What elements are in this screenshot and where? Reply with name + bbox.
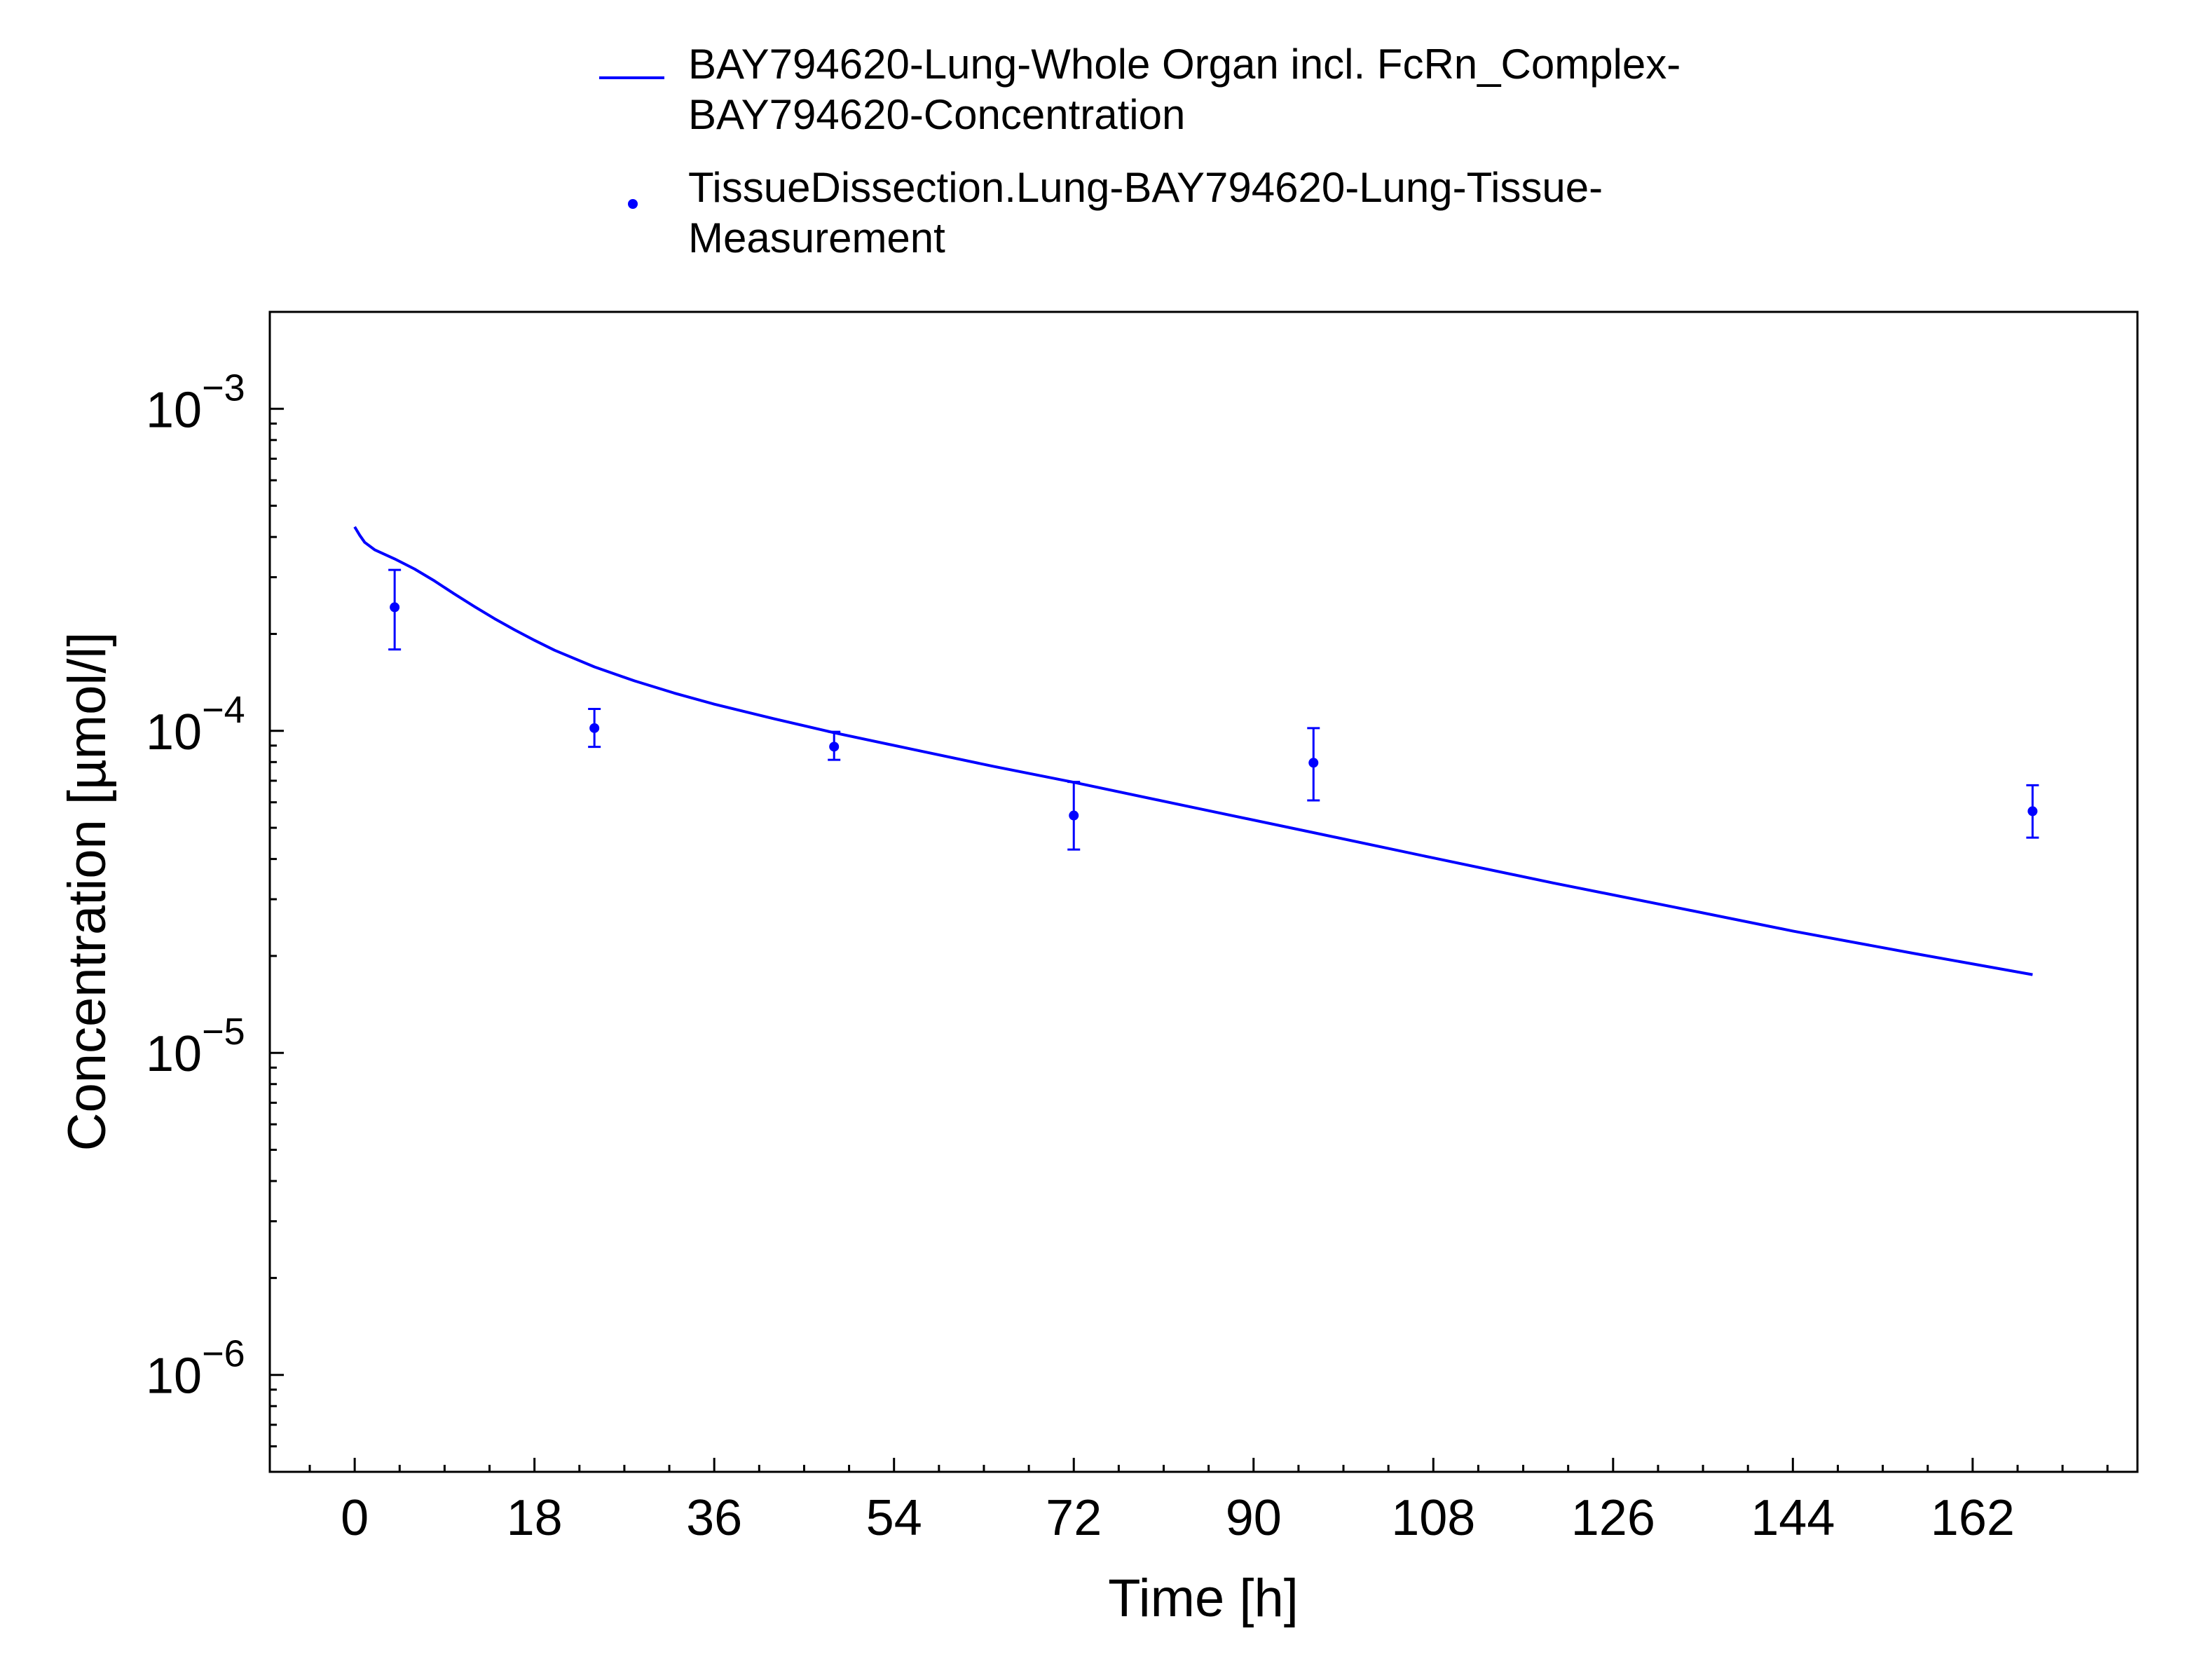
- measurement-point: [589, 723, 600, 733]
- y-tick-label-base: 10: [146, 1348, 202, 1405]
- y-tick-label: 10−4: [146, 689, 245, 760]
- y-axis: 10−310−410−510−6: [146, 310, 284, 1473]
- y-axis-title: Concentration [µmol/l]: [57, 632, 117, 1152]
- y-tick-label: 10−5: [146, 1011, 245, 1082]
- x-axis: 0 18 36 54 72 90 108 126 144 162: [308, 1458, 2109, 1546]
- y-tick-label-exponent: −5: [202, 1011, 245, 1053]
- y-tick-label-base: 10: [146, 382, 202, 438]
- x-tick-label: 126: [1571, 1490, 1655, 1546]
- legend-line-label: BAY794620-Lung-Whole Organ incl. FcRn_Co…: [688, 41, 1692, 138]
- x-tick-label: 144: [1751, 1490, 1835, 1546]
- x-tick-label: 162: [1931, 1490, 2015, 1546]
- x-tick-label: 72: [1046, 1490, 1102, 1546]
- y-tick-label-exponent: −6: [202, 1333, 245, 1375]
- y-tick-label-base: 10: [146, 704, 202, 760]
- plot-area-frame: [268, 310, 2139, 1473]
- measurement-point: [1069, 810, 1079, 821]
- measurement-point-group: [588, 707, 601, 749]
- x-tick-label: 54: [866, 1490, 922, 1546]
- legend-marker-label-line-2: Measurement: [688, 214, 945, 261]
- x-tick-label: 90: [1226, 1490, 1282, 1546]
- x-tick-label: 18: [507, 1490, 563, 1546]
- measurement-point-group: [828, 730, 841, 761]
- measurement-point: [1308, 758, 1319, 768]
- legend-marker-label-line-1: TissueDissection.Lung-BAY794620-Lung-Tis…: [688, 164, 1603, 211]
- x-tick-label: 0: [341, 1490, 369, 1546]
- measurement-point-group: [2026, 784, 2039, 839]
- y-tick-label-exponent: −3: [202, 367, 245, 409]
- x-axis-title: Time [h]: [1108, 1569, 1299, 1628]
- measurement-point-group: [1067, 781, 1081, 851]
- y-tick-label: 10−6: [146, 1333, 245, 1405]
- legend-line-label-line-1: BAY794620-Lung-Whole Organ incl. FcRn_Co…: [688, 41, 1681, 88]
- measurement-point: [390, 602, 400, 613]
- measurement-point-group: [1307, 727, 1320, 802]
- measurement-point: [2027, 806, 2038, 817]
- simulation-line: [353, 526, 2033, 976]
- legend: BAY794620-Lung-Whole Organ incl. FcRn_Co…: [599, 41, 1692, 261]
- legend-marker-swatch: [628, 199, 638, 209]
- series-layer: [353, 526, 2039, 976]
- y-tick-label-base: 10: [146, 1026, 202, 1082]
- y-tick-label: 10−3: [146, 367, 245, 438]
- y-tick-label-exponent: −4: [202, 689, 245, 731]
- measurement-point-group: [388, 568, 402, 651]
- x-tick-label: 36: [686, 1490, 742, 1546]
- measurement-point: [829, 742, 840, 752]
- legend-marker-label: TissueDissection.Lung-BAY794620-Lung-Tis…: [688, 164, 1615, 261]
- legend-line-label-line-2: BAY794620-Concentration: [688, 91, 1185, 138]
- x-tick-label: 108: [1391, 1490, 1475, 1546]
